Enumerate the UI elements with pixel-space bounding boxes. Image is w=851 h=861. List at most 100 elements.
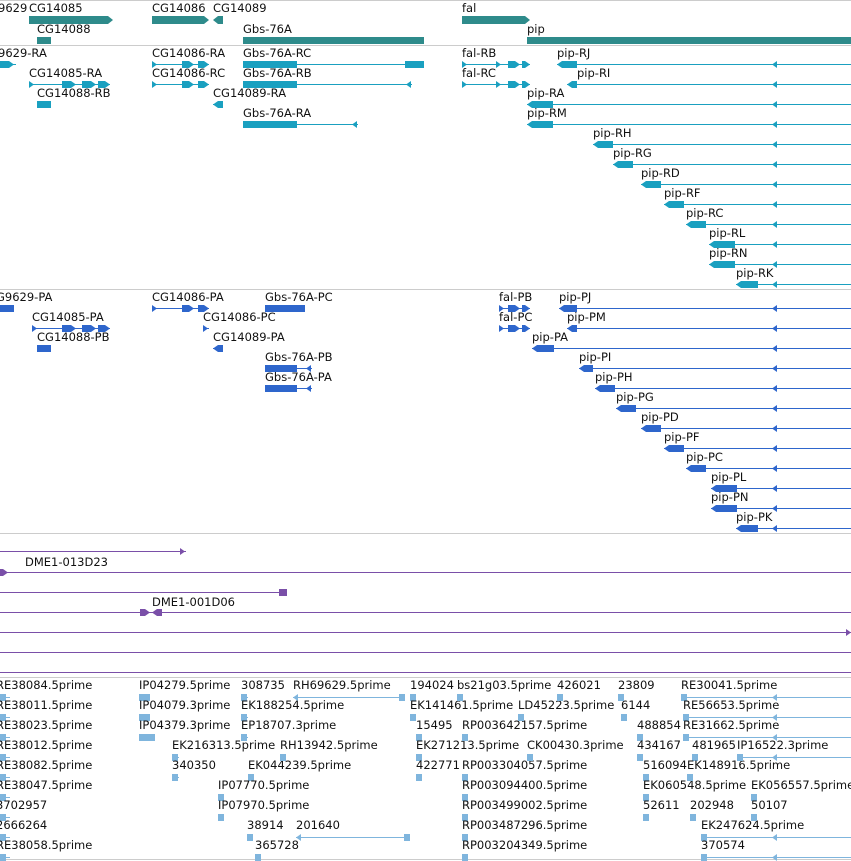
feature-proteins[interactable]: pip-PA	[532, 330, 851, 352]
feature-ests[interactable]: IP04379.3prime	[139, 718, 230, 741]
feature-transcripts[interactable]: CG14086-RC	[152, 66, 225, 88]
feature-ests[interactable]: EK148916.5prime	[687, 758, 790, 781]
feature-ests[interactable]: EK056557.5prime	[751, 778, 851, 801]
feature-ests[interactable]: 194024	[410, 678, 454, 701]
feature-ests[interactable]: RP003304057.5prime	[462, 758, 587, 781]
feature-genes[interactable]: pip	[527, 22, 851, 44]
feature-ests[interactable]: IP04279.5prime	[139, 678, 230, 701]
feature-ests[interactable]: RP003094400.5prime	[462, 778, 587, 801]
feature-transcripts[interactable]: pip-RG	[613, 146, 851, 168]
feature-proteins[interactable]: pip-PJ	[559, 290, 851, 312]
feature-transcripts[interactable]: Gbs-76A-RA	[243, 106, 358, 128]
feature-proteins[interactable]: CG14088-PB	[37, 330, 110, 352]
feature-ests[interactable]: 38914	[247, 818, 284, 841]
feature-transcripts[interactable]: CG14088-RB	[37, 86, 111, 108]
feature-ests[interactable]: IP04079.3prime	[139, 698, 230, 721]
feature-genes[interactable]: 9629	[0, 1, 27, 15]
feature-ests[interactable]: 3702957	[0, 798, 47, 821]
feature-ests[interactable]: CK00430.3prime	[527, 738, 624, 761]
feature-transcripts[interactable]: pip-RK	[736, 266, 851, 288]
feature-ests[interactable]: LD45223.5prime	[518, 698, 614, 721]
feature-ests[interactable]: IP16522.3prime	[737, 738, 851, 761]
feature-ests[interactable]: 52611	[643, 798, 680, 821]
feature-clones[interactable]	[0, 548, 186, 555]
feature-genes[interactable]: fal	[462, 1, 530, 24]
feature-proteins[interactable]: pip-PI	[579, 350, 851, 372]
feature-ests[interactable]: 15495	[416, 718, 453, 741]
feature-proteins[interactable]: CG14085-PA	[32, 310, 110, 332]
feature-ests[interactable]: IP07970.5prime	[218, 798, 309, 821]
feature-proteins[interactable]: Gbs-76A-PA	[265, 370, 332, 392]
feature-ests[interactable]: EK216313.5prime	[172, 738, 275, 761]
feature-transcripts[interactable]: fal-RC	[462, 66, 530, 88]
feature-ests[interactable]: 50107	[751, 798, 788, 821]
feature-clones[interactable]	[0, 589, 287, 596]
feature-ests[interactable]: RE38011.5prime	[0, 698, 92, 721]
feature-transcripts[interactable]: 9629-RA	[0, 46, 47, 68]
feature-proteins[interactable]: CG14086-PC	[203, 310, 276, 332]
feature-genes[interactable]: CG14086	[152, 1, 223, 24]
feature-transcripts[interactable]: Gbs-76A-RB	[243, 66, 412, 88]
feature-ests[interactable]: RH69629.5prime	[293, 678, 405, 701]
feature-transcripts[interactable]: pip-RF	[664, 186, 851, 208]
feature-ests[interactable]: 370574	[701, 838, 851, 861]
feature-ests[interactable]: RP003487296.5prime	[462, 818, 587, 841]
feature-transcripts[interactable]: CG14085-RA	[29, 66, 110, 88]
feature-transcripts[interactable]: pip-RC	[686, 206, 851, 228]
feature-ests[interactable]: EK141461.5prime	[410, 698, 513, 721]
feature-ests[interactable]: 481965	[692, 738, 736, 761]
feature-ests[interactable]: 365728	[255, 838, 299, 861]
feature-ests[interactable]: RE38058.5prime	[0, 838, 92, 861]
feature-clones[interactable]	[0, 629, 851, 636]
feature-ests[interactable]: EK247624.5prime	[701, 818, 851, 841]
feature-transcripts[interactable]: pip-RN	[709, 246, 851, 268]
feature-ests[interactable]: 6144	[621, 698, 650, 721]
feature-ests[interactable]: RE38082.5prime	[0, 758, 92, 781]
feature-proteins[interactable]: G9629-PA	[0, 290, 53, 312]
feature-transcripts[interactable]: CG14086-RA	[152, 46, 225, 68]
feature-ests[interactable]: 434167	[637, 738, 681, 761]
feature-ests[interactable]: 308735	[241, 678, 285, 701]
feature-ests[interactable]: 340350	[172, 758, 216, 781]
feature-transcripts[interactable]: fal-RB	[462, 46, 530, 68]
feature-proteins[interactable]: pip-PH	[595, 370, 851, 392]
feature-ests[interactable]: RE30041.5prime	[681, 678, 851, 701]
feature-proteins[interactable]: pip-PD	[641, 410, 851, 432]
feature-ests[interactable]: EK044239.5prime	[248, 758, 351, 781]
feature-ests[interactable]: 202948	[690, 798, 734, 821]
feature-ests[interactable]: RH13942.5prime	[280, 738, 378, 761]
feature-clones[interactable]: DME1-001D06	[0, 595, 851, 616]
feature-ests[interactable]: RP003642157.5prime	[462, 718, 587, 741]
feature-ests[interactable]: RE38023.5prime	[0, 718, 92, 741]
feature-ests[interactable]: EK188254.5prime	[241, 698, 344, 721]
feature-proteins[interactable]: CG14086-PA	[152, 290, 224, 312]
feature-genes[interactable]: CG14085	[29, 1, 113, 24]
feature-ests[interactable]: RE38047.5prime	[0, 778, 92, 801]
feature-ests[interactable]: 488854	[637, 718, 681, 741]
feature-ests[interactable]: 516094	[643, 758, 687, 781]
feature-proteins[interactable]: pip-PC	[686, 450, 851, 472]
feature-ests[interactable]: RP003204349.5prime	[462, 838, 587, 861]
feature-ests[interactable]: EK271213.5prime	[416, 738, 519, 761]
feature-transcripts[interactable]: pip-RL	[709, 226, 851, 248]
feature-ests[interactable]: RP003499002.5prime	[462, 798, 587, 821]
feature-proteins[interactable]: pip-PG	[616, 390, 851, 412]
feature-ests[interactable]: RE38084.5prime	[0, 678, 92, 701]
feature-genes[interactable]: CG14088	[37, 22, 91, 44]
feature-ests[interactable]: EK060548.5prime	[643, 778, 746, 801]
feature-ests[interactable]: 201640	[296, 818, 410, 841]
feature-proteins[interactable]: Gbs-76A-PC	[265, 290, 333, 312]
feature-ests[interactable]: EP18707.3prime	[241, 718, 336, 741]
feature-proteins[interactable]: pip-PM	[567, 310, 851, 332]
feature-ests[interactable]: IP07770.5prime	[218, 778, 309, 801]
feature-proteins[interactable]: Gbs-76A-PB	[265, 350, 333, 372]
feature-proteins[interactable]: fal-PB	[499, 290, 532, 312]
feature-transcripts[interactable]: pip-RI	[567, 66, 851, 88]
feature-transcripts[interactable]: CG14089-RA	[213, 86, 286, 108]
feature-transcripts[interactable]: pip-RH	[593, 126, 851, 148]
feature-ests[interactable]: 426021	[557, 678, 601, 701]
feature-transcripts[interactable]: Gbs-76A-RC	[243, 46, 424, 68]
feature-ests[interactable]: RE31662.5prime	[683, 718, 851, 741]
feature-transcripts[interactable]: pip-RJ	[557, 46, 851, 68]
feature-ests[interactable]: 422771	[416, 758, 460, 781]
